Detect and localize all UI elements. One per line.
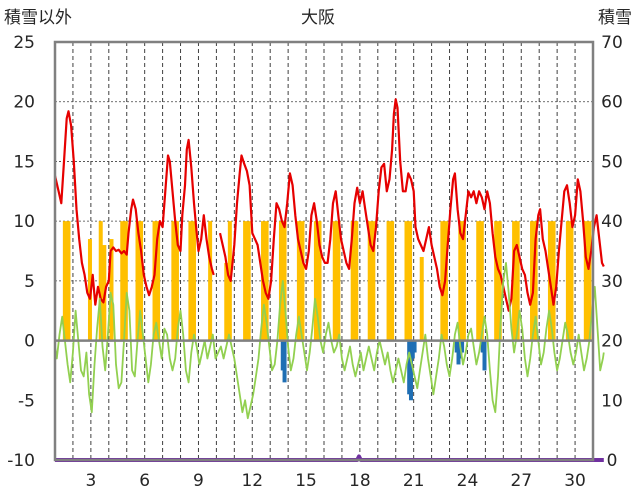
sunshine-bar-27 xyxy=(313,221,318,341)
x-tick-4: 15 xyxy=(295,471,317,491)
sunshine-bar-57 xyxy=(587,221,592,341)
x-tick-6: 21 xyxy=(403,471,425,491)
temperature-line xyxy=(53,98,605,312)
precipitation-bar-9 xyxy=(460,340,465,353)
left-y-tick-4: 5 xyxy=(24,272,35,292)
x-tick-9: 30 xyxy=(564,471,586,491)
x-tick-7: 24 xyxy=(457,471,479,491)
precipitation-bar-11 xyxy=(482,340,487,371)
sunshine-bar-3 xyxy=(98,221,103,341)
x-tick-1: 6 xyxy=(139,471,150,491)
sunshine-bar-1 xyxy=(66,221,71,341)
sunshine-bar-45 xyxy=(479,221,484,341)
sunshine-bar-28 xyxy=(317,221,322,341)
sunshine-bar-10 xyxy=(152,221,157,341)
left-y-tick-1: 20 xyxy=(13,93,35,113)
wind-line xyxy=(54,262,605,420)
x-tick-8: 27 xyxy=(510,471,532,491)
left-axis-title: 積雪以外 xyxy=(4,8,72,28)
right-axis-title: 積雪 xyxy=(598,8,632,28)
sunshine-bar-20 xyxy=(246,221,251,341)
right-y-tick-5: 20 xyxy=(601,332,623,352)
sunshine-bar-9 xyxy=(139,221,144,341)
sunshine-bar-33 xyxy=(367,221,372,341)
sunshine-bar-17 xyxy=(224,262,229,341)
sunshine-bar-43 xyxy=(461,221,466,341)
right-y-tick-labels: 70 60 50 40 30 20 10 0 xyxy=(601,33,623,471)
sunshine-bar-24 xyxy=(282,221,287,341)
right-y-tick-1: 60 xyxy=(601,93,623,113)
sunshine-bar-56 xyxy=(583,221,588,341)
sunshine-bar-30 xyxy=(336,221,341,341)
x-tick-labels: 3 6 9 12 15 18 21 24 27 30 xyxy=(85,471,585,491)
sunshine-bar-31 xyxy=(350,221,355,341)
right-y-tick-6: 10 xyxy=(601,391,623,411)
left-y-tick-0: 25 xyxy=(13,33,35,53)
sunshine-bar-46 xyxy=(494,221,499,341)
x-tick-3: 12 xyxy=(241,471,263,491)
left-y-tick-3: 10 xyxy=(13,212,35,232)
sunshine-bar-34 xyxy=(371,221,376,341)
sunshine-bar-11 xyxy=(156,221,161,341)
right-y-tick-3: 40 xyxy=(601,212,623,232)
sunshine-bar-6 xyxy=(120,221,125,341)
right-y-tick-4: 30 xyxy=(601,272,623,292)
sunshine-bar-8 xyxy=(135,221,140,341)
left-y-tick-2: 15 xyxy=(13,152,35,172)
sunshine-bar-39 xyxy=(419,256,424,341)
sunshine-bar-7 xyxy=(123,221,128,341)
sunshine-bar-54 xyxy=(565,221,570,341)
sunshine-bar-49 xyxy=(515,221,520,341)
x-tick-0: 3 xyxy=(85,471,96,491)
left-y-tick-5: 0 xyxy=(24,332,35,352)
sunshine-bar-5 xyxy=(109,239,114,341)
sunshine-bar-37 xyxy=(404,221,409,341)
right-y-tick-7: 0 xyxy=(607,451,618,471)
precipitation-bar-5 xyxy=(412,340,417,353)
sunshine-bar-16 xyxy=(208,221,213,341)
sunshine-bar-55 xyxy=(569,221,574,341)
sunshine-bar-48 xyxy=(512,221,517,341)
sunshine-bar-19 xyxy=(243,221,248,341)
sunshine-bar-13 xyxy=(174,221,179,341)
sunshine-bar-26 xyxy=(300,221,305,341)
precipitation-bars xyxy=(280,340,487,401)
sunshine-bar-36 xyxy=(390,221,395,341)
left-y-tick-6: -5 xyxy=(18,391,35,411)
sunshine-bar-0 xyxy=(62,221,67,341)
sunshine-bar-53 xyxy=(551,221,556,341)
sunshine-bar-25 xyxy=(296,221,301,341)
sunshine-bar-47 xyxy=(497,221,502,341)
sunshine-bar-40 xyxy=(440,221,445,341)
x-tick-2: 9 xyxy=(193,471,204,491)
precipitation-bar-1 xyxy=(282,340,287,383)
right-y-tick-0: 70 xyxy=(601,33,623,53)
sunshine-bar-38 xyxy=(408,221,413,341)
sunshine-bar-23 xyxy=(278,221,283,341)
sunshine-bar-35 xyxy=(386,221,391,341)
sunshine-bar-50 xyxy=(530,221,535,341)
sunshine-bar-22 xyxy=(264,221,269,341)
sunshine-bar-42 xyxy=(458,221,463,341)
left-y-tick-labels: 25 20 15 10 5 0 -5 -10 xyxy=(7,33,35,471)
sunshine-bar-15 xyxy=(191,221,196,341)
sunshine-bar-12 xyxy=(171,221,176,341)
left-y-tick-7: -10 xyxy=(7,451,35,471)
precipitation-bar-3 xyxy=(408,340,413,401)
right-y-tick-2: 50 xyxy=(601,152,623,172)
sunshine-bar-32 xyxy=(354,221,359,341)
sunshine-bar-51 xyxy=(533,221,538,341)
sunshine-bar-14 xyxy=(188,221,193,341)
plot-frame xyxy=(53,40,595,462)
chart-title: 大阪 xyxy=(301,8,335,28)
x-tick-5: 18 xyxy=(349,471,371,491)
sunshine-bar-44 xyxy=(476,221,481,341)
sunshine-bar-29 xyxy=(332,221,337,341)
